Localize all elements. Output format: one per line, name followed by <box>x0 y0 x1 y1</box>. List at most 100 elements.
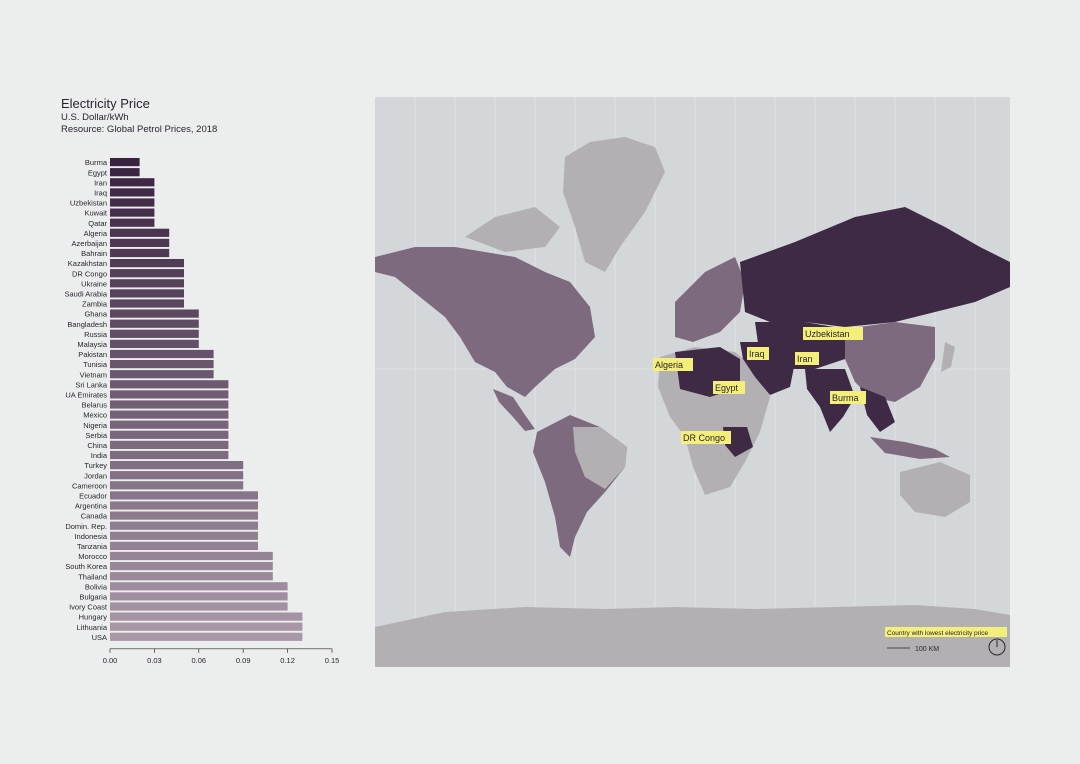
bar <box>110 410 229 419</box>
bar <box>110 592 288 601</box>
bar <box>110 450 229 460</box>
land-china <box>845 322 935 402</box>
category-label: South Korea <box>65 562 108 571</box>
bar <box>110 511 258 520</box>
bar <box>110 329 199 338</box>
category-label: Saudi Arabia <box>64 290 107 299</box>
category-label: Iraq <box>94 189 107 198</box>
bar <box>110 360 214 369</box>
bar <box>110 299 184 308</box>
chart-title: Electricity Price <box>61 96 150 111</box>
map-labels: Uzbekistan Algeria Iraq Iran Egypt Burma… <box>653 327 866 444</box>
category-label: Zambia <box>82 300 108 309</box>
category-label: Bangladesh <box>67 320 107 329</box>
map-legend: Country with lowest electricity price 10… <box>885 627 1007 656</box>
x-tick-label: 0.06 <box>191 656 206 665</box>
bar <box>110 430 229 439</box>
bar <box>110 158 140 167</box>
category-label: Ivory Coast <box>69 603 108 612</box>
bar <box>110 390 229 399</box>
category-label: UA Emirates <box>65 391 107 400</box>
chart-subtitle: U.S. Dollar/kWh <box>61 112 129 123</box>
category-label: Pakistan <box>78 350 107 359</box>
bar <box>110 602 288 611</box>
category-label: Ecuador <box>79 492 107 501</box>
category-label: Thailand <box>78 572 107 581</box>
category-label: Hungary <box>79 613 108 622</box>
category-label: Qatar <box>88 219 107 228</box>
bar <box>110 551 273 561</box>
category-label: Cameroon <box>72 481 107 490</box>
bar <box>110 461 244 470</box>
bar <box>110 289 184 298</box>
category-label: Russia <box>84 330 108 339</box>
bar <box>110 622 303 631</box>
bar <box>110 562 273 571</box>
category-label: Bahrain <box>81 249 107 258</box>
category-label: Vietnam <box>80 370 107 379</box>
map-label-algeria: Algeria <box>655 360 683 370</box>
category-label: India <box>91 451 108 460</box>
bar <box>110 420 229 429</box>
bar <box>110 339 199 348</box>
category-label: Malaysia <box>77 340 107 349</box>
bar <box>110 309 199 318</box>
category-label: Mexico <box>83 411 107 420</box>
land-arctic-islands <box>465 207 560 252</box>
bar <box>110 481 244 490</box>
label-bg-iraq <box>747 347 769 360</box>
compass-icon <box>988 638 1006 656</box>
bar <box>110 188 155 197</box>
bar <box>110 541 258 550</box>
category-label: Bulgaria <box>79 593 107 602</box>
category-label: Azerbaijan <box>72 239 107 248</box>
land-central-america <box>493 389 535 431</box>
category-label: Burma <box>85 158 108 167</box>
x-tick-label: 0.00 <box>103 656 118 665</box>
land-brazil <box>573 427 627 489</box>
bar <box>110 400 229 409</box>
bar <box>110 582 288 591</box>
map-label-burma: Burma <box>832 393 859 403</box>
bar <box>110 531 258 540</box>
category-label: Egypt <box>88 168 108 177</box>
category-label: Nigeria <box>83 421 108 430</box>
bar <box>110 178 155 187</box>
bar <box>110 491 258 500</box>
landmasses <box>375 137 1010 667</box>
bar <box>110 198 155 207</box>
bar <box>110 319 199 328</box>
category-label: Turkey <box>84 461 107 470</box>
bar <box>110 471 244 480</box>
bar <box>110 380 229 389</box>
legend-swatch <box>885 627 1007 637</box>
category-label: Ghana <box>84 310 107 319</box>
bar <box>110 269 184 278</box>
land-australia <box>900 462 970 517</box>
map-label-iraq: Iraq <box>749 349 765 359</box>
bar <box>110 248 170 258</box>
category-label: Algeria <box>84 229 108 238</box>
land-southeast-asia <box>860 387 895 432</box>
category-label: Bolivia <box>85 582 108 591</box>
label-bg-egypt <box>713 381 745 394</box>
category-label: DR Congo <box>72 269 107 278</box>
bar <box>110 501 258 510</box>
label-bg-algeria <box>653 358 693 371</box>
category-label: Serbia <box>85 431 108 440</box>
bar <box>110 572 273 581</box>
bar <box>110 168 140 177</box>
land-europe <box>675 257 745 342</box>
bar <box>110 370 214 379</box>
bar <box>110 238 170 247</box>
land-japan <box>941 342 955 372</box>
category-label: USA <box>92 633 107 642</box>
category-label: Tunisia <box>83 360 108 369</box>
bar <box>110 259 184 268</box>
scale-text: 100 KM <box>915 646 939 653</box>
category-label: Uzbekistan <box>70 199 107 208</box>
category-label: Kuwait <box>84 209 107 218</box>
land-indonesia <box>870 437 950 459</box>
land-greenland <box>563 137 665 272</box>
category-label: Iran <box>94 178 107 187</box>
